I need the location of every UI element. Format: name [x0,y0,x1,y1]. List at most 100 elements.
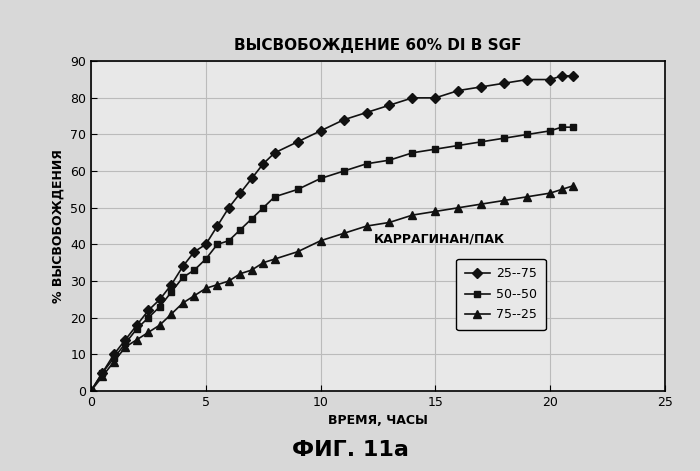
25--75 [431,95,440,101]
25--75 [477,84,486,89]
50--50 [557,124,566,130]
50--50 [155,304,164,309]
25--75 [144,308,153,313]
75--25 [270,256,279,262]
50--50 [546,128,554,134]
Y-axis label: % ВЫСВОБОЖДЕНИЯ: % ВЫСВОБОЖДЕНИЯ [52,149,64,303]
75--25 [523,194,531,200]
25--75 [454,88,463,93]
50--50 [569,124,577,130]
25--75 [385,102,393,108]
75--25 [385,219,393,225]
75--25 [133,337,141,342]
25--75 [546,77,554,82]
25--75 [316,128,325,134]
50--50 [270,194,279,200]
25--75 [248,176,256,181]
25--75 [202,242,210,247]
75--25 [408,212,416,218]
50--50 [500,135,508,141]
25--75 [293,139,302,145]
50--50 [454,143,463,148]
75--25 [569,183,577,188]
50--50 [121,341,130,346]
50--50 [259,205,267,211]
75--25 [98,374,106,379]
25--75 [110,351,118,357]
Line: 50--50: 50--50 [88,124,577,394]
75--25 [316,238,325,244]
75--25 [236,271,244,276]
25--75 [87,388,95,394]
Line: 25--75: 25--75 [88,73,577,394]
50--50 [225,238,233,244]
50--50 [340,168,348,174]
75--25 [87,388,95,394]
75--25 [225,278,233,284]
75--25 [363,223,371,229]
75--25 [546,190,554,196]
75--25 [431,209,440,214]
50--50 [523,132,531,138]
50--50 [87,388,95,394]
25--75 [523,77,531,82]
25--75 [190,249,199,254]
75--25 [477,201,486,207]
Line: 75--25: 75--25 [87,182,578,395]
75--25 [259,260,267,266]
50--50 [178,275,187,280]
25--75 [155,297,164,302]
25--75 [178,264,187,269]
75--25 [500,198,508,203]
25--75 [557,73,566,79]
25--75 [133,322,141,328]
25--75 [340,117,348,122]
75--25 [293,249,302,254]
50--50 [248,216,256,221]
50--50 [431,146,440,152]
Title: ВЫСВОБОЖДЕНИЕ 60% DI В SGF: ВЫСВОБОЖДЕНИЕ 60% DI В SGF [234,38,522,53]
50--50 [190,267,199,273]
50--50 [385,157,393,163]
25--75 [363,110,371,115]
50--50 [98,370,106,375]
75--25 [340,231,348,236]
50--50 [316,176,325,181]
50--50 [167,289,176,295]
75--25 [557,187,566,192]
75--25 [110,359,118,365]
50--50 [110,355,118,361]
50--50 [408,150,416,155]
75--25 [178,300,187,306]
25--75 [236,190,244,196]
25--75 [500,81,508,86]
25--75 [569,73,577,79]
50--50 [213,242,221,247]
Text: ФИГ. 11а: ФИГ. 11а [292,440,408,460]
50--50 [236,227,244,233]
25--75 [121,337,130,342]
25--75 [270,150,279,155]
75--25 [454,205,463,211]
25--75 [259,161,267,167]
75--25 [213,282,221,287]
50--50 [144,315,153,320]
50--50 [293,187,302,192]
25--75 [213,223,221,229]
75--25 [121,344,130,350]
50--50 [133,326,141,332]
75--25 [144,330,153,335]
75--25 [167,311,176,317]
75--25 [202,285,210,291]
50--50 [477,139,486,145]
25--75 [225,205,233,211]
X-axis label: ВРЕМЯ, ЧАСЫ: ВРЕМЯ, ЧАСЫ [328,414,428,427]
25--75 [408,95,416,101]
25--75 [167,282,176,287]
50--50 [202,256,210,262]
75--25 [190,293,199,299]
75--25 [248,267,256,273]
25--75 [98,370,106,375]
50--50 [363,161,371,167]
Legend: 25--75, 50--50, 75--25: 25--75, 50--50, 75--25 [456,259,546,330]
